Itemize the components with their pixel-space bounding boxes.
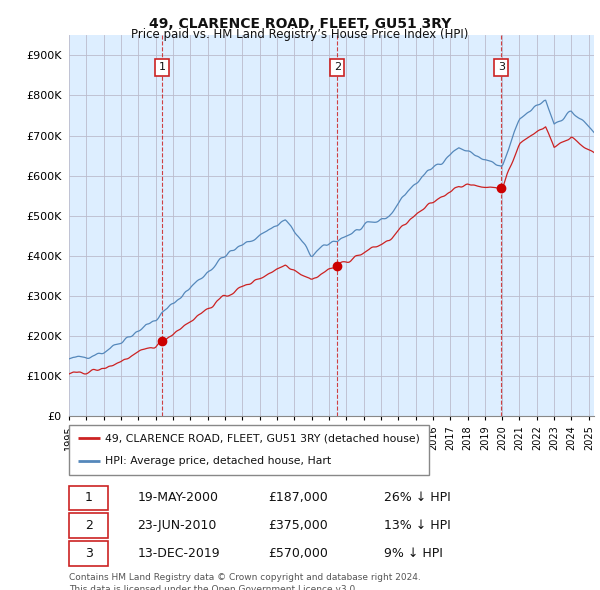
Text: HPI: Average price, detached house, Hart: HPI: Average price, detached house, Hart <box>105 457 331 467</box>
Text: 13-DEC-2019: 13-DEC-2019 <box>137 547 220 560</box>
Text: 19-MAY-2000: 19-MAY-2000 <box>137 491 218 504</box>
Text: 49, CLARENCE ROAD, FLEET, GU51 3RY: 49, CLARENCE ROAD, FLEET, GU51 3RY <box>149 17 451 31</box>
Text: 13% ↓ HPI: 13% ↓ HPI <box>384 519 451 532</box>
Text: 2: 2 <box>334 63 341 73</box>
Text: 1: 1 <box>85 491 92 504</box>
Text: £375,000: £375,000 <box>269 519 328 532</box>
Text: Contains HM Land Registry data © Crown copyright and database right 2024.
This d: Contains HM Land Registry data © Crown c… <box>69 573 421 590</box>
FancyBboxPatch shape <box>69 542 109 566</box>
Text: 49, CLARENCE ROAD, FLEET, GU51 3RY (detached house): 49, CLARENCE ROAD, FLEET, GU51 3RY (deta… <box>105 433 420 443</box>
FancyBboxPatch shape <box>69 486 109 510</box>
Text: 3: 3 <box>498 63 505 73</box>
Text: Price paid vs. HM Land Registry’s House Price Index (HPI): Price paid vs. HM Land Registry’s House … <box>131 28 469 41</box>
Text: 3: 3 <box>85 547 92 560</box>
Text: 9% ↓ HPI: 9% ↓ HPI <box>384 547 443 560</box>
Text: 1: 1 <box>159 63 166 73</box>
FancyBboxPatch shape <box>69 513 109 538</box>
Text: 26% ↓ HPI: 26% ↓ HPI <box>384 491 451 504</box>
Text: 2: 2 <box>85 519 92 532</box>
Text: £570,000: £570,000 <box>269 547 328 560</box>
Text: £187,000: £187,000 <box>269 491 328 504</box>
Text: 23-JUN-2010: 23-JUN-2010 <box>137 519 217 532</box>
